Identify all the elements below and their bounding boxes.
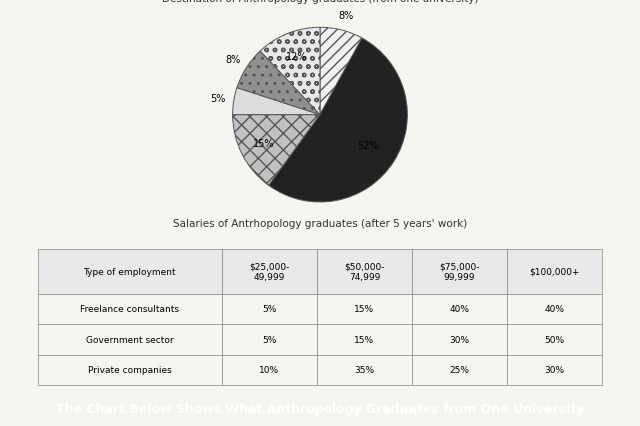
Text: 15%: 15% (253, 139, 275, 149)
Wedge shape (232, 89, 320, 115)
Wedge shape (269, 39, 408, 202)
Title: Destination of Anthropology graduates (from one university): Destination of Anthropology graduates (f… (162, 0, 478, 4)
Text: 5%: 5% (211, 94, 226, 104)
Title: Salaries of Antrhopology graduates (after 5 years' work): Salaries of Antrhopology graduates (afte… (173, 219, 467, 229)
Wedge shape (320, 28, 362, 115)
Wedge shape (232, 115, 320, 186)
Text: 52%: 52% (357, 141, 379, 151)
Text: 8%: 8% (225, 55, 241, 65)
Text: 8%: 8% (338, 11, 353, 21)
Wedge shape (260, 28, 320, 115)
Legend: Full-time work, Part-time work, Part-time work + postgrad study, Full-time postg: Full-time work, Part-time work, Part-tim… (163, 262, 477, 285)
Wedge shape (237, 52, 320, 115)
Text: 12%: 12% (286, 52, 308, 62)
Text: The Chart Below Shows What Anthropology Graduates from One University: The Chart Below Shows What Anthropology … (56, 403, 584, 415)
